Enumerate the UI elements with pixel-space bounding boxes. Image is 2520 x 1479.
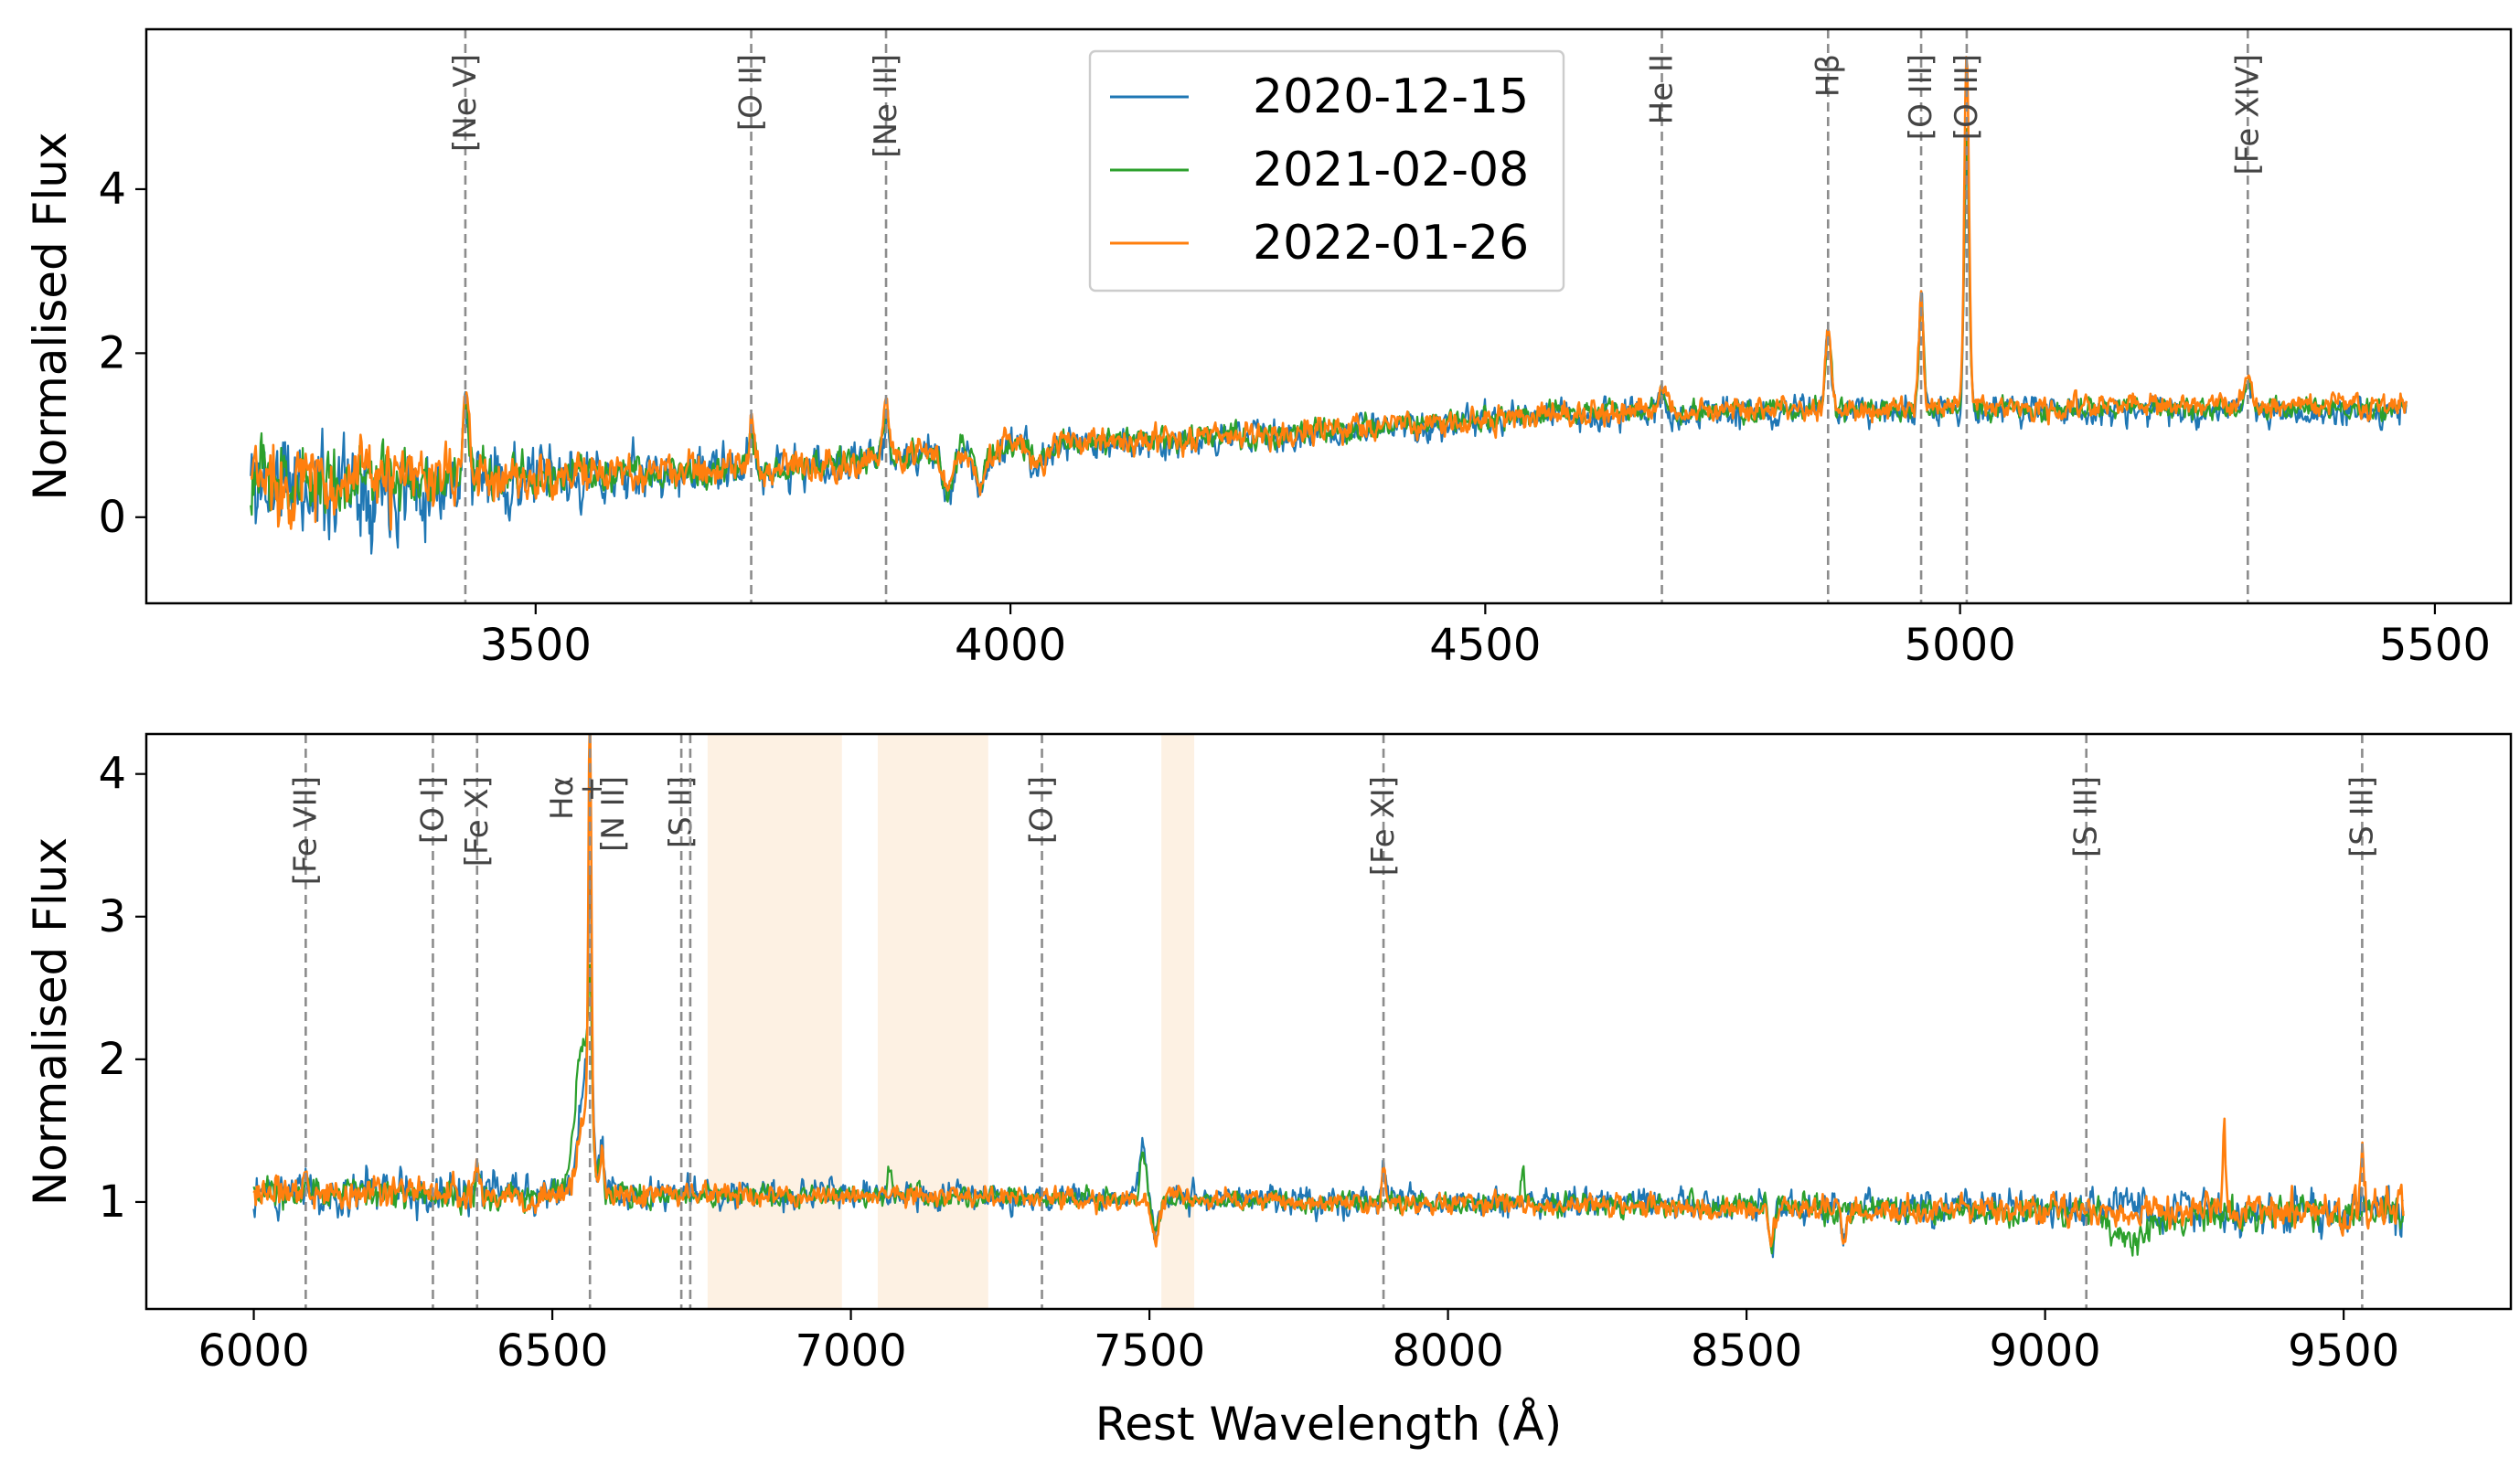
top-series-layer [250, 56, 2408, 555]
y-tick-label-2: 3 [98, 891, 126, 942]
line-marker-label-8: [S III] [2068, 776, 2105, 857]
shaded-band-1 [877, 734, 988, 1309]
bottom-spectrum-panel: [Fe VII] [O I] [Fe X] Hα+[N II] [S II] [O I][… [24, 732, 2513, 1451]
bottom-x-axis-ticks: 6000 6500 7000 7500 8000 8500 9000 9500 [198, 1309, 2399, 1377]
x-tick-label-3: 5000 [1905, 620, 2016, 671]
x-tick-label-2: 4500 [1429, 620, 1541, 671]
line-marker-plus-3: + [573, 776, 610, 803]
line-marker-label-9: [S III] [2344, 776, 2380, 857]
shaded-band-2 [1161, 734, 1195, 1309]
line-marker-label-0: [Ne V] [447, 54, 484, 152]
top-y-axis-ticks: 0 2 4 [98, 164, 146, 543]
shaded-band-0 [707, 734, 842, 1309]
x-tick-label-2: 7000 [795, 1325, 906, 1377]
legend-box [1088, 49, 1565, 293]
line-marker-label-4: Hβ [1810, 54, 1846, 97]
y-tick-label-1: 2 [98, 327, 126, 378]
line-marker-label-7: [Fe XI] [1365, 776, 1402, 876]
line-marker-label-7: [Fe XIV] [2229, 54, 2266, 176]
line-marker-label-6: [O I] [1024, 776, 1061, 844]
legend-label-1: 2021-02-08 [1253, 143, 1529, 197]
bottom-shaded-bands [707, 734, 1195, 1309]
bottom-line-markers: [Fe VII] [O I] [Fe X] Hα+[N II] [S II] [O I][… [287, 734, 2380, 1309]
line-marker-label-1: [O II] [733, 54, 770, 131]
line-marker-label-2: [Fe X] [459, 776, 496, 867]
y-tick-label-2: 4 [98, 164, 126, 215]
x-tick-label-4: 8000 [1393, 1325, 1504, 1377]
line-marker-label-0: [Fe VII] [287, 776, 324, 885]
top-line-markers: [Ne V] [O II] [Ne III] He II Hβ [O III] [O III… [447, 29, 2266, 603]
top-legend: 2020-12-15 2021-02-08 2022-01-26 [1088, 49, 1565, 293]
bottom-plot-frame [144, 732, 2513, 1311]
series-2021-02-08 [252, 963, 2405, 1257]
x-tick-label-7: 9500 [2288, 1325, 2399, 1377]
bottom-y-axis-ticks: 1 2 3 4 [98, 749, 146, 1228]
y-tick-label-3: 4 [98, 749, 126, 800]
top-x-axis-ticks: 3500 4000 4500 5000 5500 [480, 603, 2491, 671]
top-y-axis-label: Normalised Flux [24, 132, 77, 500]
bottom-series-layer [252, 734, 2405, 1259]
x-tick-label-0: 3500 [480, 620, 592, 671]
line-marker-label-1: [O I] [414, 776, 451, 844]
series-2022-01-26 [250, 56, 2408, 531]
line-marker-label3-3: [N II] [595, 776, 632, 852]
line-marker-label-3: Hα [544, 776, 581, 820]
line-marker-label-3: He II [1644, 54, 1681, 124]
line-marker-label-2: [Ne III] [868, 54, 904, 158]
x-tick-label-5: 8500 [1691, 1325, 1802, 1377]
x-tick-label-6: 9000 [1990, 1325, 2101, 1377]
x-tick-label-3: 7500 [1094, 1325, 1205, 1377]
line-marker-label-5: [O III] [1903, 54, 1939, 140]
x-tick-label-1: 4000 [955, 620, 1066, 671]
top-plot-frame [144, 27, 2513, 605]
legend-label-2: 2022-01-26 [1253, 216, 1529, 271]
line-marker-label-4: [S II] [663, 776, 699, 848]
x-tick-label-0: 6000 [198, 1325, 309, 1377]
bottom-x-axis-label: Rest Wavelength (Å) [1095, 1398, 1563, 1451]
legend-label-0: 2020-12-15 [1253, 69, 1529, 124]
y-tick-label-1: 2 [98, 1034, 126, 1085]
y-tick-label-0: 0 [98, 492, 126, 543]
series-2022-01-26 [252, 734, 2405, 1248]
line-marker-label-6: [O III] [1949, 54, 1985, 140]
bottom-y-axis-label: Normalised Flux [24, 837, 77, 1206]
x-tick-label-1: 6500 [497, 1325, 608, 1377]
x-tick-label-4: 5500 [2379, 620, 2491, 671]
top-spectrum-panel: [Ne V] [O II] [Ne III] He II Hβ [O III] [O III… [24, 27, 2513, 671]
y-tick-label-0: 1 [98, 1176, 126, 1228]
